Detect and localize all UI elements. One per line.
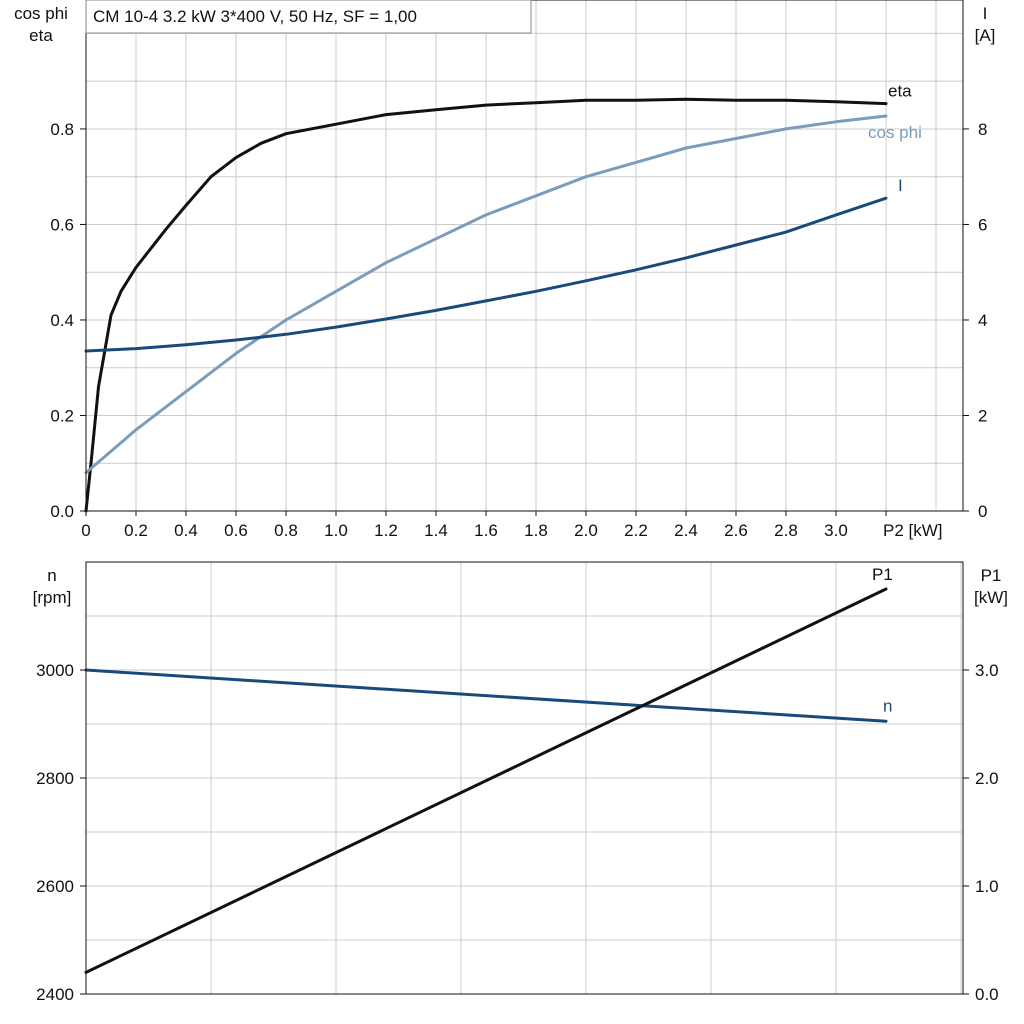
bottom-right-tick-label: 1.0 [975, 877, 999, 896]
curve-label-I: I [898, 176, 903, 195]
top-left-tick-label: 0.2 [50, 406, 74, 425]
bottom-left-tick-label: 2400 [36, 985, 74, 1004]
top-x-tick-label: 2.4 [674, 521, 698, 540]
top-left-tick-label: 0.0 [50, 502, 74, 521]
bottom-left-tick-label: 2800 [36, 769, 74, 788]
bottom-right-tick-label: 2.0 [975, 769, 999, 788]
bottom-right-tick-label: 0.0 [975, 985, 999, 1004]
top-x-tick-label: 2.2 [624, 521, 648, 540]
top-left-axis-label-line1: cos phi [14, 4, 68, 23]
bottom-left-axis-label-line1: n [47, 566, 56, 585]
top-right-tick-label: 0 [978, 502, 987, 521]
curve-P1 [84, 587, 888, 974]
top-right-tick-label: 2 [978, 406, 987, 425]
top-left-ticks: 0.0 0.2 0.4 0.6 0.8 [50, 120, 86, 521]
curve-label-n: n [883, 696, 892, 715]
top-right-tick-label: 4 [978, 311, 987, 330]
top-x-tick-label: 0.6 [224, 521, 248, 540]
top-x-tick-label: 0.2 [124, 521, 148, 540]
top-x-tick-label: 2.6 [724, 521, 748, 540]
top-left-tick-label: 0.4 [50, 311, 74, 330]
bottom-grid [86, 562, 963, 994]
curve-label-eta: eta [888, 82, 912, 101]
bottom-right-ticks: 0.0 1.0 2.0 3.0 [963, 661, 999, 1004]
top-right-ticks: 0 2 4 6 8 [963, 120, 987, 521]
top-x-tick-label: 0 [81, 521, 90, 540]
bottom-right-axis-label-line2: [kW] [974, 588, 1008, 607]
curve-n [84, 668, 888, 723]
bottom-chart: n [rpm] P1 [kW] 2400 2600 2800 3000 0.0 1.0 2… [33, 561, 1008, 1004]
top-plot-frame [85, 0, 964, 512]
top-curves [84, 97, 888, 513]
bottom-right-tick-label: 3.0 [975, 661, 999, 680]
bottom-left-tick-label: 3000 [36, 661, 74, 680]
top-curve-labels: eta cos phi I [868, 82, 922, 196]
top-x-tick-label: 1.0 [324, 521, 348, 540]
top-x-tick-label: 1.2 [374, 521, 398, 540]
top-left-tick-label: 0.6 [50, 215, 74, 234]
top-x-tick-label: 0.8 [274, 521, 298, 540]
top-left-tick-label: 0.8 [50, 120, 74, 139]
top-right-axis-label-line2: [A] [975, 26, 996, 45]
top-chart: CM 10-4 3.2 kW 3*400 V, 50 Hz, SF = 1,00… [14, 0, 995, 540]
top-x-ticks: 0 0.2 0.4 0.6 0.8 1.0 1.2 1.4 1.6 1.8 2.0 2.2 2.4 2.6… [81, 511, 943, 540]
curve-cos-phi [84, 114, 888, 475]
top-x-tick-label: 1.8 [524, 521, 548, 540]
curve-I [84, 196, 888, 353]
bottom-left-tick-label: 2600 [36, 877, 74, 896]
bottom-right-axis-label-line1: P1 [981, 566, 1002, 585]
top-x-tick-label: P2 [kW] [883, 521, 943, 540]
chart-title-box [85, 0, 532, 34]
top-x-tick-label: 1.4 [424, 521, 448, 540]
top-left-axis-label-line2: eta [29, 26, 53, 45]
top-x-tick-label: 2.8 [774, 521, 798, 540]
curve-label-P1: P1 [872, 565, 893, 584]
top-right-tick-label: 8 [978, 120, 987, 139]
bottom-left-ticks: 2400 2600 2800 3000 [36, 661, 86, 1004]
top-grid [86, 0, 963, 511]
top-x-tick-label: 2.0 [574, 521, 598, 540]
bottom-curves [84, 587, 888, 974]
curve-eta [84, 97, 888, 513]
top-right-axis-label-line1: I [983, 4, 988, 23]
bottom-curve-labels: n P1 [872, 565, 893, 715]
chart-title: CM 10-4 3.2 kW 3*400 V, 50 Hz, SF = 1,00 [93, 7, 417, 26]
bottom-left-axis-label-line2: [rpm] [33, 588, 72, 607]
top-right-tick-label: 6 [978, 215, 987, 234]
curve-label-cos-phi: cos phi [868, 123, 922, 142]
top-x-tick-label: 3.0 [824, 521, 848, 540]
top-x-tick-label: 0.4 [174, 521, 198, 540]
top-x-tick-label: 1.6 [474, 521, 498, 540]
